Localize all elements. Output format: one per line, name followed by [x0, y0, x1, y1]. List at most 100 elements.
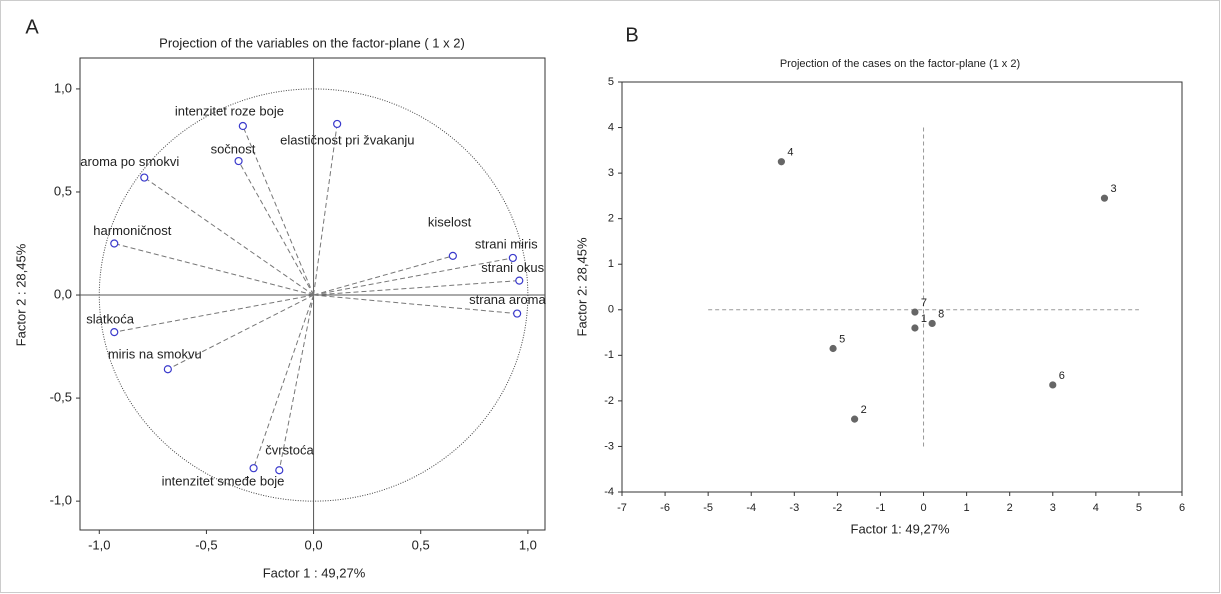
x-tick-label: -5: [703, 502, 713, 514]
vector: [144, 177, 314, 296]
x-tick-label: -4: [746, 502, 756, 514]
x-tick-label: -2: [832, 502, 842, 514]
point: [1100, 194, 1109, 202]
point: [249, 464, 258, 473]
x-tick-label: 6: [1179, 502, 1185, 514]
x-tick-label: 0,0: [305, 537, 323, 552]
point-label: 7: [921, 297, 927, 309]
x-tick-label: 1,0: [519, 537, 537, 552]
y-tick-label: -3: [604, 440, 614, 452]
point: [829, 344, 837, 353]
x-tick-label: 0,5: [412, 537, 430, 552]
point: [911, 308, 919, 316]
point: [234, 156, 243, 166]
vector: [253, 294, 315, 469]
vector: [114, 243, 314, 296]
plot-frame: [621, 81, 1183, 493]
point-label: 3: [1110, 183, 1116, 195]
vector: [238, 160, 315, 296]
y-axis-label: Factor 2: 28,45%: [574, 237, 589, 336]
x-axis-label: Factor 1 : 49,27%: [263, 565, 366, 580]
y-tick-label: 3: [608, 167, 614, 179]
point-label: 6: [1059, 370, 1065, 382]
plot-frame: [79, 57, 546, 531]
point-label: 1: [921, 313, 927, 325]
vector: [313, 255, 453, 296]
point: [110, 239, 119, 248]
point-label: kiselost: [428, 214, 472, 229]
point: [333, 119, 342, 129]
point-label: slatkoća: [86, 312, 134, 327]
y-tick-label: -1,0: [50, 493, 72, 508]
vector: [114, 294, 314, 333]
x-tick-label: -0,5: [195, 537, 217, 552]
point: [928, 319, 936, 328]
point-label: intenzitet roze boje: [175, 103, 284, 118]
vector: [313, 257, 513, 296]
point: [851, 415, 859, 423]
point: [110, 328, 119, 337]
point-label: miris na smokvu: [108, 347, 202, 362]
point: [238, 121, 247, 131]
x-tick-label: -6: [660, 502, 670, 514]
point-label: intenzitet smeđe boje: [162, 474, 285, 489]
point: [275, 466, 284, 475]
vector: [313, 123, 338, 296]
y-tick-label: -2: [604, 395, 614, 407]
y-tick-label: 0: [608, 304, 614, 316]
point-label: 8: [938, 308, 944, 320]
point-label: harmoničnost: [93, 223, 171, 238]
panel-label: A: [25, 16, 39, 38]
x-tick-label: 0: [920, 502, 926, 514]
point: [513, 309, 522, 318]
y-tick-label: -4: [604, 486, 614, 498]
y-tick-label: 1: [608, 258, 614, 270]
vector: [242, 125, 315, 296]
chart-title: Projection of the variables on the facto…: [159, 35, 465, 50]
x-tick-label: 5: [1136, 502, 1142, 514]
point: [140, 173, 149, 182]
chart-title: Projection of the cases on the factor-pl…: [780, 58, 1020, 70]
point-label: sočnost: [211, 141, 256, 156]
point: [515, 276, 524, 285]
y-tick-label: -0,5: [50, 390, 72, 405]
vector: [278, 294, 315, 471]
point-label: 5: [839, 333, 845, 345]
point-label: 4: [787, 147, 793, 159]
point-label: 2: [861, 404, 867, 416]
point: [1049, 381, 1057, 389]
point: [777, 158, 785, 166]
y-tick-label: 0,5: [54, 183, 72, 198]
y-axis-label: Factor 2 : 28,45%: [13, 243, 28, 346]
point: [508, 253, 517, 263]
panel-label: B: [625, 24, 638, 46]
x-tick-label: 2: [1007, 502, 1013, 514]
vector: [313, 280, 520, 296]
point-label: strani miris: [475, 236, 538, 251]
point-label: strani okus: [481, 260, 544, 275]
x-tick-label: -1: [876, 502, 886, 514]
x-tick-label: -7: [617, 502, 627, 514]
y-tick-label: 2: [608, 213, 614, 225]
y-tick-label: 5: [608, 76, 614, 88]
vector: [167, 294, 314, 370]
y-tick-label: 4: [608, 121, 614, 133]
x-tick-label: -1,0: [88, 537, 110, 552]
point-label: strana aroma: [469, 292, 546, 307]
point: [448, 251, 457, 260]
x-tick-label: 1: [964, 502, 970, 514]
x-axis-label: Factor 1: 49,27%: [851, 521, 950, 536]
y-tick-label: 1,0: [54, 80, 72, 95]
y-tick-label: 0,0: [54, 286, 72, 301]
point-label: elastičnost pri žvakanju: [280, 132, 414, 147]
y-tick-label: -1: [604, 349, 614, 361]
x-tick-label: 3: [1050, 502, 1056, 514]
point-label: čvrstoća: [265, 443, 314, 458]
point: [911, 324, 919, 332]
unit-circle: [98, 88, 529, 502]
vector: [313, 294, 518, 315]
x-tick-label: -3: [789, 502, 799, 514]
point-label: aroma po smokvi: [80, 154, 179, 169]
